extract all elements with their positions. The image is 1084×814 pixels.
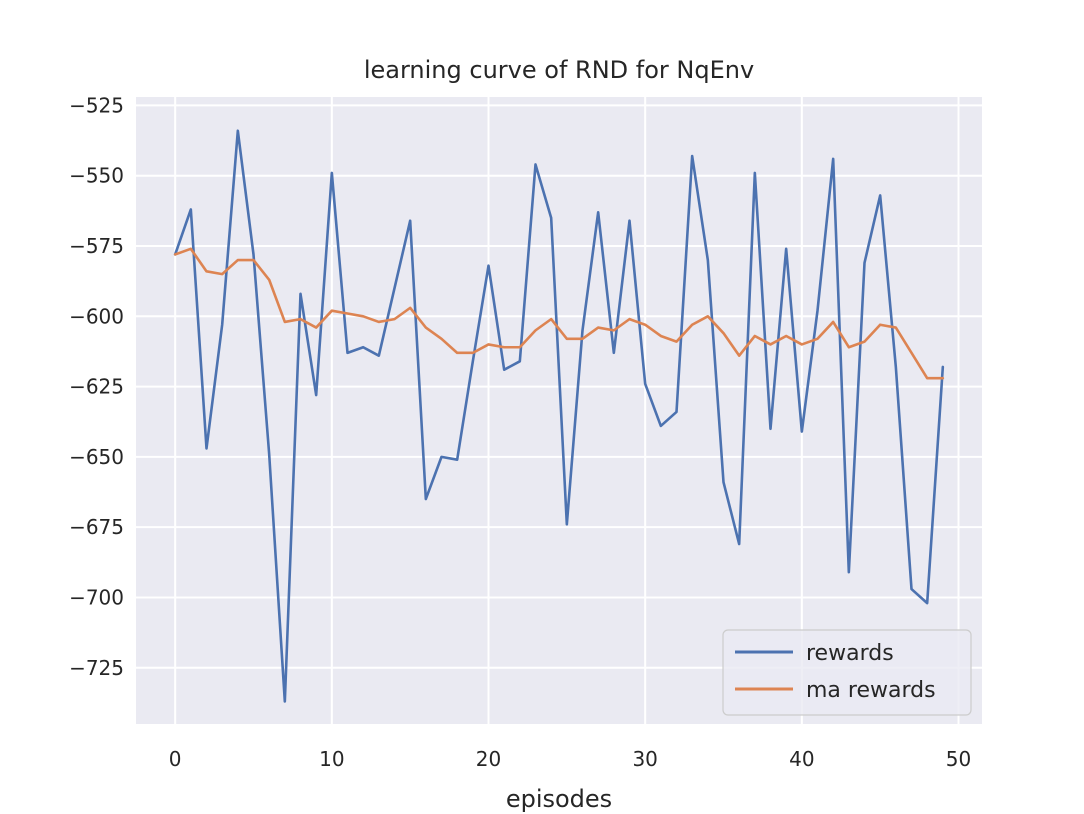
x-tick-label: 50 [946,747,971,771]
y-tick-label: −725 [69,656,124,680]
x-tick-label: 40 [789,747,814,771]
series-layer [173,129,945,703]
y-tick-labels: −525 −550 −575 −600 −625 −650 −675 −700 −725 [69,93,124,679]
x-tick-label: 30 [632,747,657,771]
legend-label-ma-rewards: ma rewards [806,678,936,703]
y-tick-label: −550 [69,164,124,188]
y-tick-label: −625 [69,375,124,399]
plot-background [136,97,982,724]
y-tick-label: −675 [69,515,124,539]
y-tick-label: −700 [69,585,124,609]
y-tick-label: −650 [69,445,124,469]
y-tick-label: −575 [69,234,124,258]
legend: rewards ma rewards [722,629,972,716]
y-tick-label: −600 [69,304,124,328]
chart-title: learning curve of RND for NqEnv [364,56,754,84]
x-tick-labels: 0 10 20 30 40 50 [169,747,971,771]
x-axis-label: episodes [506,785,612,813]
y-tick-label: −525 [69,93,124,117]
series-line-rewards [173,129,945,703]
x-tick-label: 0 [169,747,182,771]
legend-label-rewards: rewards [806,641,894,666]
series-line-ma-rewards [173,247,945,380]
x-tick-label: 20 [476,747,501,771]
x-tick-label: 10 [319,747,344,771]
